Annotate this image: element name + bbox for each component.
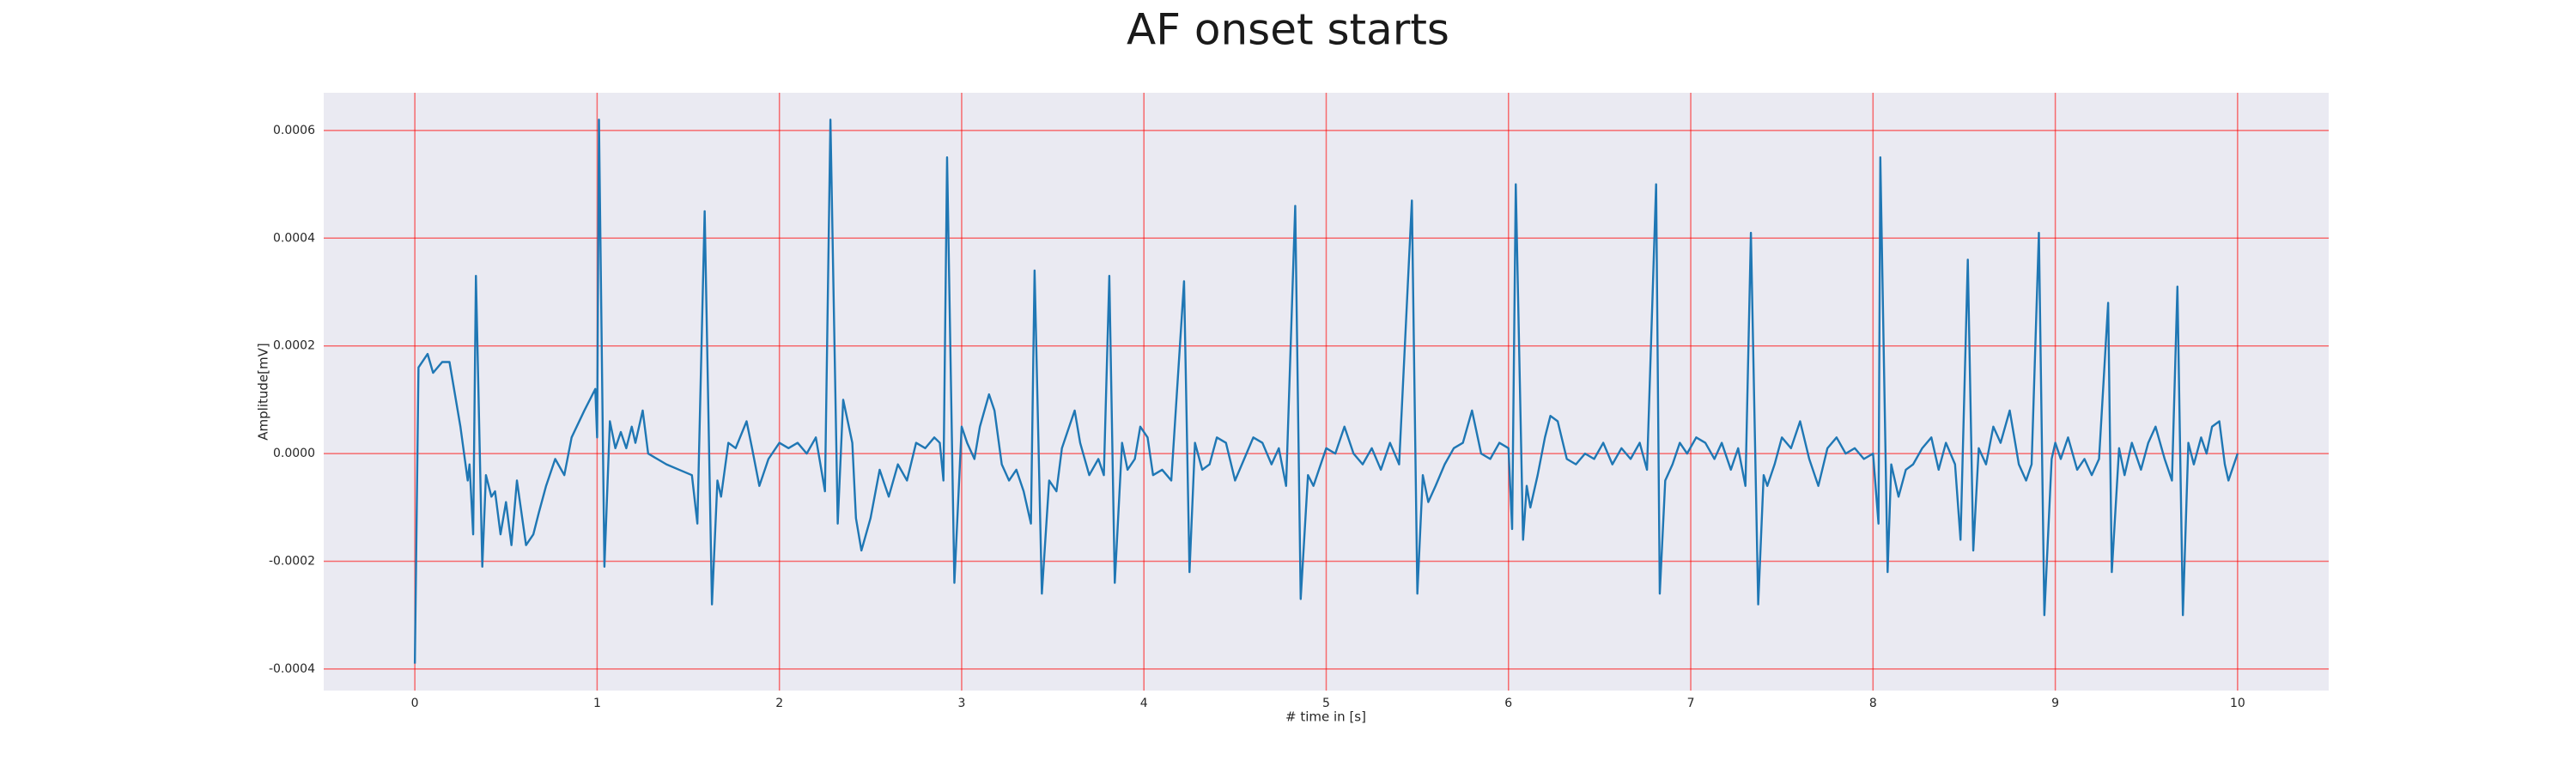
y-tick-label: -0.0002 [269, 555, 315, 569]
x-tick-label: 7 [1687, 697, 1695, 710]
y-tick-label: 0.0004 [273, 231, 315, 245]
y-axis-label: Amplitude[mV] [256, 343, 271, 440]
y-tick-label: 0.0002 [273, 339, 315, 353]
x-tick-label: 6 [1504, 697, 1512, 710]
x-axis-label: # time in [s] [1285, 709, 1366, 725]
x-tick-label: 10 [2230, 697, 2245, 710]
x-tick-label: 3 [957, 697, 965, 710]
x-tick-label: 1 [593, 697, 601, 710]
y-tick-label: -0.0004 [269, 662, 315, 676]
y-tick-label: 0.0006 [273, 124, 315, 137]
signal-line [413, 119, 2239, 664]
x-tick-label: 8 [1869, 697, 1877, 710]
x-tick-label: 0 [411, 697, 419, 710]
y-tick-label: 0.0000 [273, 447, 315, 460]
x-tick-label: 2 [775, 697, 783, 710]
chart-title: AF onset starts [1127, 5, 1449, 55]
x-tick-label: 4 [1140, 697, 1148, 710]
x-tick-label: 9 [2051, 697, 2059, 710]
x-tick-label: 5 [1322, 697, 1330, 710]
